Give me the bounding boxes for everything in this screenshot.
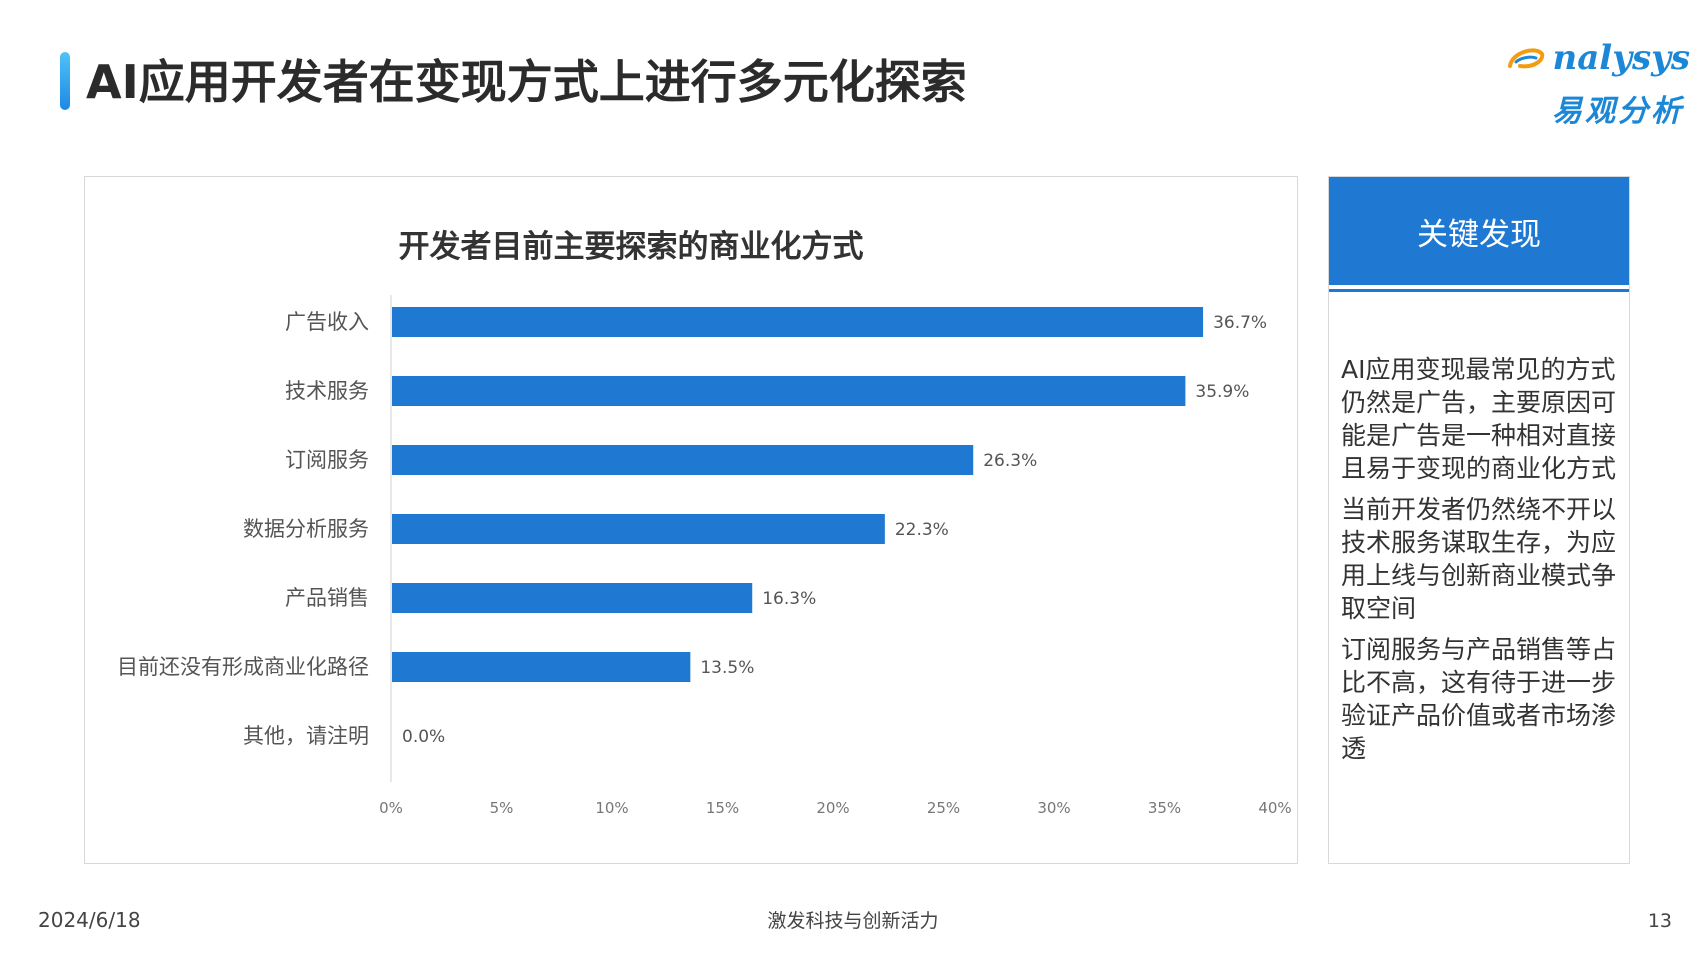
category-label: 订阅服务 [285, 448, 369, 472]
finding-item: 订阅服务与产品销售等占比不高，这有待于进一步验证产品价值或者市场渗透 [1341, 635, 1617, 763]
category-label: 其他，请注明 [243, 724, 369, 748]
x-tick-label: 15% [706, 799, 739, 817]
value-label: 16.3% [762, 589, 816, 609]
value-label: 0.0% [402, 727, 445, 747]
logo-text-en: nalysys [1552, 38, 1690, 78]
x-tick-label: 35% [1148, 799, 1181, 817]
chart-title: 开发者目前主要探索的商业化方式 [398, 229, 864, 265]
x-tick-label: 40% [1258, 799, 1291, 817]
x-tick-label: 5% [490, 799, 514, 817]
category-label: 目前还没有形成商业化路径 [117, 655, 369, 679]
x-tick-label: 0% [379, 799, 403, 817]
finding-item: 当前开发者仍然绕不开以技术服务谋取生存，为应用上线与创新商业模式争取空间 [1341, 495, 1617, 623]
title-accent-bar [60, 52, 70, 110]
findings-list: AI应用变现最常见的方式仍然是广告，主要原因可能是广告是一种相对直接且易于变现的… [1341, 353, 1623, 773]
category-label: 数据分析服务 [243, 517, 369, 541]
key-findings-panel: 关键发现 AI应用变现最常见的方式仍然是广告，主要原因可能是广告是一种相对直接且… [1328, 176, 1630, 864]
bar [392, 652, 691, 682]
category-label: 技术服务 [285, 379, 369, 403]
x-tick-label: 25% [927, 799, 960, 817]
value-label: 35.9% [1195, 382, 1249, 402]
x-tick-label: 10% [595, 799, 628, 817]
logo-swoosh-icon [1508, 48, 1545, 69]
value-label: 13.5% [700, 658, 754, 678]
footer-date: 2024/6/18 [38, 908, 141, 932]
chart-panel: 开发者目前主要探索的商业化方式 广告收入 36.7% 技术服务 35.9% 订阅服务 26… [84, 176, 1298, 864]
bar-chart: 广告收入 36.7% 技术服务 35.9% 订阅服务 26.3% 数据分析服务 22.3% 产品… [117, 295, 1292, 817]
x-tick-label: 20% [816, 799, 849, 817]
logo-text-cn: 易观分析 [1552, 94, 1684, 129]
footer-slogan: 激发科技与创新活力 [767, 910, 939, 932]
category-label: 产品销售 [285, 586, 369, 610]
key-findings-header-underline [1329, 289, 1629, 292]
key-findings-header: 关键发现 [1329, 177, 1629, 285]
page-number: 13 [1647, 910, 1672, 932]
value-label: 26.3% [983, 451, 1037, 471]
bar [392, 583, 753, 613]
analysys-logo: nalysys 易观分析 [1500, 38, 1690, 129]
category-label: 广告收入 [285, 310, 369, 334]
page-title: AI应用开发者在变现方式上进行多元化探索 [86, 55, 967, 109]
x-tick-label: 30% [1037, 799, 1070, 817]
finding-item: AI应用变现最常见的方式仍然是广告，主要原因可能是广告是一种相对直接且易于变现的… [1341, 355, 1617, 483]
value-label: 36.7% [1213, 313, 1267, 333]
bar [392, 445, 974, 475]
bar [392, 307, 1204, 337]
bar [392, 376, 1186, 406]
bar [392, 514, 885, 544]
value-label: 22.3% [895, 520, 949, 540]
